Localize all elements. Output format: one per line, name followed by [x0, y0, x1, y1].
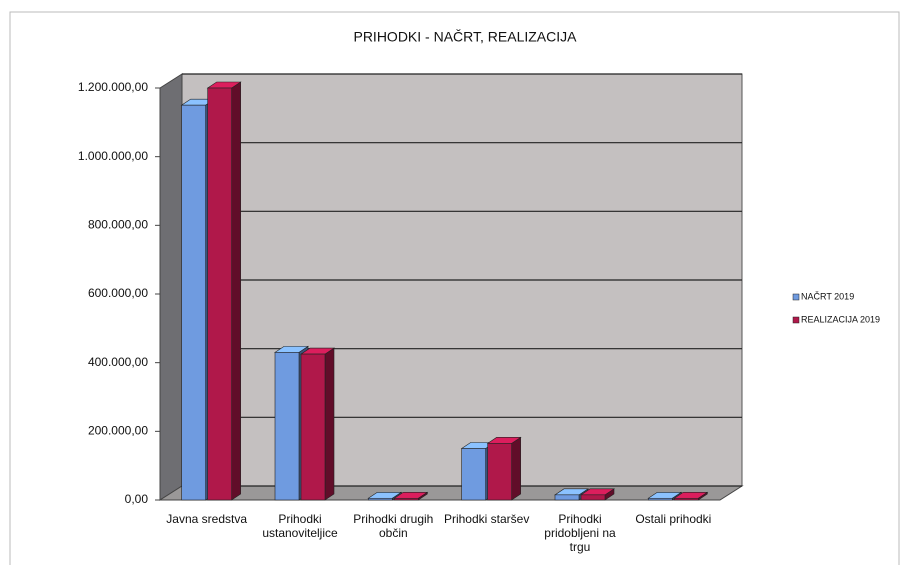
- legend-swatch: [792, 293, 800, 301]
- bar: [461, 448, 486, 501]
- y-tick-label: 200.000,00: [88, 424, 148, 438]
- bar: [274, 352, 300, 501]
- x-tick-label: Prihodki ustanoviteljice: [262, 512, 338, 540]
- bar-side: [511, 436, 521, 501]
- x-tick-label: Prihodki drugih občin: [353, 512, 434, 540]
- legend-label: REALIZACIJA 2019: [801, 314, 880, 324]
- y-tick-label: 0,00: [125, 492, 149, 506]
- bar: [207, 87, 232, 501]
- x-tick-label: Ostali prihodki: [635, 512, 712, 526]
- y-tick-label: 1.000.000,00: [78, 149, 148, 163]
- bar: [554, 494, 580, 501]
- y-tick-label: 1.200.000,00: [78, 80, 148, 94]
- legend-label: NAČRT 2019: [801, 291, 854, 301]
- bar: [487, 443, 512, 501]
- side-wall: [159, 73, 183, 501]
- bar: [648, 497, 673, 501]
- bar-side: [231, 81, 241, 501]
- bar: [181, 104, 206, 501]
- bar: [580, 494, 606, 501]
- y-tick-label: 400.000,00: [88, 355, 148, 369]
- bar: [674, 497, 699, 501]
- bar: [394, 497, 419, 501]
- legend-swatch: [792, 316, 800, 324]
- bar: [368, 497, 393, 501]
- x-tick-label: Prihodki pridobljeni na trgu: [544, 512, 616, 554]
- x-tick-label: Prihodki staršev: [443, 512, 530, 526]
- bar-side: [324, 347, 335, 501]
- bar: [300, 353, 326, 501]
- chart-title: PRIHODKI - NAČRT, REALIZACIJA: [353, 29, 577, 45]
- y-tick-label: 600.000,00: [88, 286, 148, 300]
- y-tick-label: 800.000,00: [88, 218, 148, 232]
- x-tick-label: Javna sredstva: [166, 512, 248, 526]
